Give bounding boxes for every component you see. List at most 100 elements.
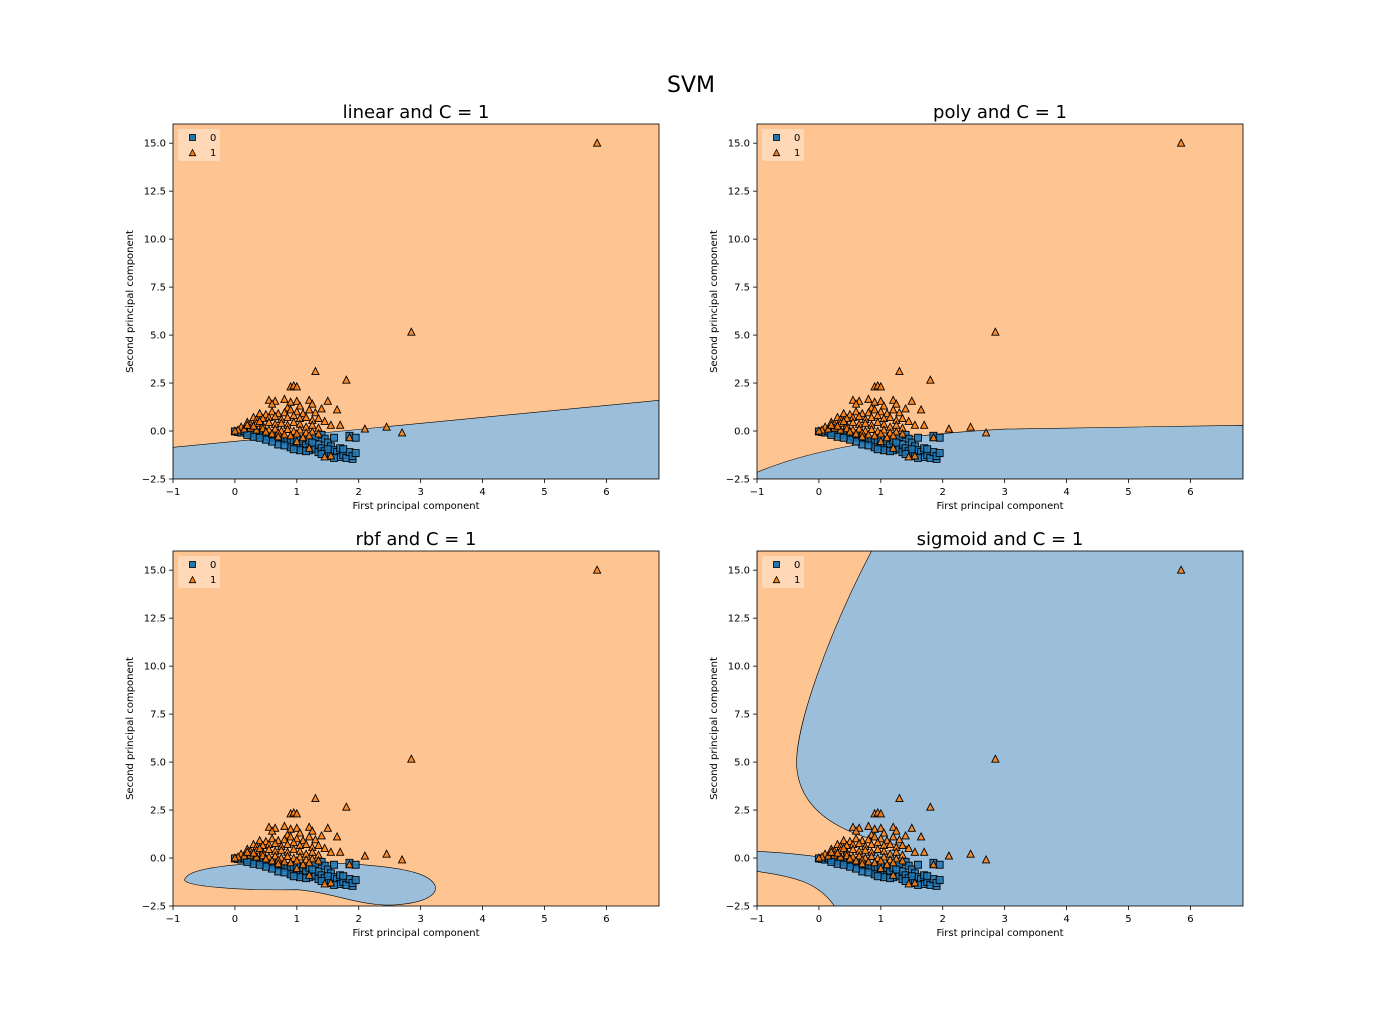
point-class1 bbox=[304, 857, 314, 867]
xtick-label: 3 bbox=[417, 914, 423, 925]
legend: 01 bbox=[762, 556, 804, 588]
subplot-title: linear and C = 1 bbox=[343, 102, 490, 123]
point-class1 bbox=[876, 833, 886, 843]
point-class1 bbox=[929, 859, 938, 869]
ytick-label: 10.0 bbox=[144, 235, 166, 246]
point-class1 bbox=[292, 863, 302, 873]
point-class1 bbox=[242, 847, 252, 856]
point-class1 bbox=[966, 422, 975, 431]
legend: 01 bbox=[762, 129, 804, 161]
point-class0 bbox=[255, 433, 264, 442]
ytick-label: 12.5 bbox=[144, 187, 166, 198]
point-class1 bbox=[311, 407, 320, 417]
legend-marker-class0 bbox=[773, 134, 780, 141]
point-class1 bbox=[314, 840, 323, 850]
point-class0 bbox=[873, 445, 882, 454]
point-class1 bbox=[876, 823, 886, 832]
point-class1 bbox=[888, 395, 898, 404]
point-class1 bbox=[833, 848, 842, 857]
point-class1 bbox=[407, 754, 416, 763]
point-class0 bbox=[935, 876, 944, 885]
xtick-label: 4 bbox=[1063, 914, 1069, 925]
point-class1 bbox=[323, 396, 333, 405]
scatter-points bbox=[814, 565, 1186, 890]
legend-marker-class0 bbox=[189, 561, 196, 568]
point-class1 bbox=[904, 451, 914, 461]
ytick-label: 5.0 bbox=[734, 758, 750, 769]
point-class1 bbox=[864, 856, 873, 866]
point-class1 bbox=[882, 408, 892, 418]
point-class0 bbox=[339, 872, 348, 881]
point-class1 bbox=[879, 401, 889, 410]
point-class1 bbox=[280, 821, 289, 830]
xtick-label: 0 bbox=[816, 914, 822, 925]
ytick-label: 12.5 bbox=[728, 187, 750, 198]
ytick-label: 15.0 bbox=[144, 566, 166, 577]
point-class1 bbox=[317, 403, 326, 413]
point-class1 bbox=[904, 843, 914, 852]
legend-label-class0: 0 bbox=[794, 560, 800, 571]
legend-label-class1: 1 bbox=[794, 148, 800, 159]
xtick-label: 6 bbox=[1187, 914, 1193, 925]
xtick-label: 5 bbox=[541, 487, 547, 498]
point-class1 bbox=[249, 848, 258, 857]
point-class1 bbox=[919, 420, 929, 429]
point-class1 bbox=[814, 426, 824, 435]
point-class1 bbox=[873, 417, 883, 426]
xtick-label: −1 bbox=[750, 487, 765, 498]
xtick-label: 6 bbox=[1187, 487, 1193, 498]
point-class1 bbox=[292, 823, 302, 832]
point-class0 bbox=[351, 433, 360, 442]
point-class1 bbox=[342, 802, 351, 811]
point-class1 bbox=[298, 835, 308, 845]
point-class1 bbox=[888, 443, 898, 452]
legend-marker-class0 bbox=[189, 134, 196, 141]
xtick-label: 3 bbox=[1001, 914, 1007, 925]
point-class1 bbox=[895, 366, 904, 375]
point-class1 bbox=[267, 833, 277, 843]
point-class1 bbox=[286, 430, 295, 440]
ytick-label: 0.0 bbox=[150, 427, 166, 438]
point-class1 bbox=[851, 855, 861, 865]
point-class1 bbox=[249, 421, 258, 430]
ytick-label: 2.5 bbox=[150, 379, 166, 390]
point-class1 bbox=[298, 859, 308, 869]
point-class1 bbox=[311, 834, 320, 844]
point-class1 bbox=[304, 870, 314, 879]
point-class1 bbox=[826, 847, 836, 856]
point-class0 bbox=[935, 433, 944, 442]
point-class1 bbox=[314, 428, 323, 438]
xtick-label: 5 bbox=[1125, 914, 1131, 925]
point-class0 bbox=[323, 445, 332, 454]
xtick-label: 1 bbox=[294, 487, 300, 498]
point-class1 bbox=[286, 831, 295, 841]
point-class1 bbox=[901, 830, 910, 840]
legend-box bbox=[762, 556, 804, 588]
point-class0 bbox=[923, 445, 932, 454]
point-class1 bbox=[304, 443, 314, 452]
point-class1 bbox=[876, 396, 886, 405]
point-class1 bbox=[230, 853, 240, 862]
point-class1 bbox=[311, 793, 320, 802]
point-class1 bbox=[907, 396, 917, 405]
xtick-label: 1 bbox=[878, 487, 884, 498]
point-class1 bbox=[292, 396, 302, 405]
point-class1 bbox=[888, 430, 898, 440]
point-class1 bbox=[876, 436, 886, 446]
xtick-label: 0 bbox=[232, 914, 238, 925]
subplot-title: poly and C = 1 bbox=[933, 102, 1067, 123]
point-class0 bbox=[330, 860, 338, 869]
point-class1 bbox=[230, 426, 240, 435]
point-class1 bbox=[295, 425, 305, 434]
point-class1 bbox=[342, 375, 351, 384]
point-class1 bbox=[298, 432, 308, 442]
point-class1 bbox=[335, 847, 345, 856]
point-class1 bbox=[320, 878, 330, 888]
point-class1 bbox=[916, 404, 926, 414]
point-class1 bbox=[360, 851, 370, 860]
legend-label-class0: 0 bbox=[794, 133, 800, 144]
point-class1 bbox=[267, 428, 277, 438]
point-class1 bbox=[397, 854, 407, 864]
point-class0 bbox=[351, 876, 360, 885]
point-class1 bbox=[879, 852, 889, 861]
